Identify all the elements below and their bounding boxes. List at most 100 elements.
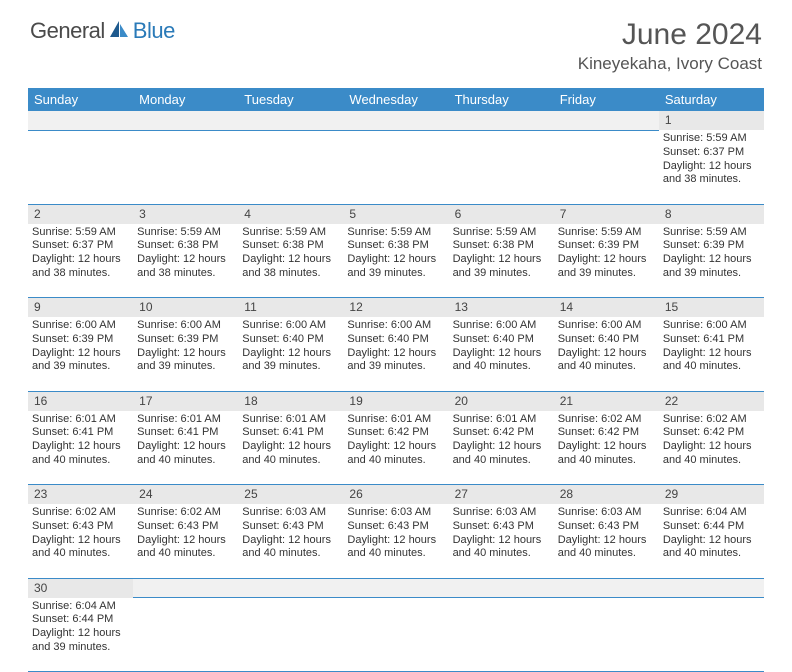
sunset-line: Sunset: 6:37 PM (32, 239, 129, 253)
sunset-line: Sunset: 6:39 PM (137, 333, 234, 347)
daylight-line: Daylight: 12 hours and 38 minutes. (242, 253, 339, 281)
sunset-line: Sunset: 6:40 PM (242, 333, 339, 347)
sunrise-line: Sunrise: 6:01 AM (32, 413, 129, 427)
logo-text-general: General (30, 18, 105, 44)
day-number: 27 (449, 485, 554, 505)
sail-icon (108, 19, 130, 44)
day-cell: Sunrise: 6:02 AMSunset: 6:43 PMDaylight:… (28, 504, 133, 578)
day-cell: Sunrise: 6:02 AMSunset: 6:43 PMDaylight:… (133, 504, 238, 578)
day-number (554, 111, 659, 130)
sunrise-line: Sunrise: 6:02 AM (32, 506, 129, 520)
sunrise-line: Sunrise: 5:59 AM (663, 132, 760, 146)
sunset-line: Sunset: 6:40 PM (347, 333, 444, 347)
day-cell: Sunrise: 6:00 AMSunset: 6:41 PMDaylight:… (659, 317, 764, 391)
weekday-header: Friday (554, 88, 659, 111)
sunrise-line: Sunrise: 6:00 AM (137, 319, 234, 333)
day-cell (554, 130, 659, 204)
day-cell: Sunrise: 5:59 AMSunset: 6:39 PMDaylight:… (554, 224, 659, 298)
sunrise-line: Sunrise: 5:59 AM (242, 226, 339, 240)
day-cell: Sunrise: 6:01 AMSunset: 6:41 PMDaylight:… (133, 411, 238, 485)
day-number-row: 16171819202122 (28, 391, 764, 411)
day-number: 13 (449, 298, 554, 318)
day-cell: Sunrise: 6:00 AMSunset: 6:40 PMDaylight:… (343, 317, 448, 391)
daylight-line: Daylight: 12 hours and 40 minutes. (242, 534, 339, 562)
logo-text-blue: Blue (133, 18, 175, 44)
sunset-line: Sunset: 6:43 PM (347, 520, 444, 534)
daylight-line: Daylight: 12 hours and 40 minutes. (558, 534, 655, 562)
daylight-line: Daylight: 12 hours and 40 minutes. (663, 347, 760, 375)
daylight-line: Daylight: 12 hours and 39 minutes. (32, 347, 129, 375)
sunset-line: Sunset: 6:40 PM (453, 333, 550, 347)
week-row: Sunrise: 6:01 AM Sunset: 6:41 PM Daylight:… (28, 411, 764, 485)
day-number-row: 9101112131415 (28, 298, 764, 318)
day-cell: Sunrise: 5:59 AMSunset: 6:37 PMDaylight:… (28, 224, 133, 298)
calendar-table: Sunday Monday Tuesday Wednesday Thursday… (28, 88, 764, 672)
day-number: 1 (659, 111, 764, 130)
day-number-row: 1 (28, 111, 764, 130)
day-number: 23 (28, 485, 133, 505)
sunset-line: Sunset: 6:38 PM (453, 239, 550, 253)
daylight-line: Daylight: 12 hours and 40 minutes. (558, 347, 655, 375)
daylight-line: Daylight: 12 hours and 40 minutes. (242, 440, 339, 468)
sunrise-line: Sunrise: 5:59 AM (347, 226, 444, 240)
week-row: Sunrise: 6:00 AMSunset: 6:39 PMDaylight:… (28, 317, 764, 391)
day-number: 8 (659, 204, 764, 224)
day-number (238, 111, 343, 130)
weekday-header: Monday (133, 88, 238, 111)
day-number (449, 111, 554, 130)
day-cell: Sunrise: 6:01 AMSunset: 6:42 PMDaylight:… (343, 411, 448, 485)
day-cell: Sunrise: 6:02 AMSunset: 6:42 PMDaylight:… (659, 411, 764, 485)
day-cell (554, 598, 659, 672)
weekday-header: Thursday (449, 88, 554, 111)
day-cell (449, 130, 554, 204)
day-number (343, 111, 448, 130)
day-number: 18 (238, 391, 343, 411)
day-cell: Sunrise: 5:59 AMSunset: 6:38 PMDaylight:… (449, 224, 554, 298)
sunrise-line: Sunrise: 6:00 AM (453, 319, 550, 333)
day-number: 10 (133, 298, 238, 318)
sunset-line: Sunset: 6:41 PM (137, 426, 234, 440)
sunset-line: Sunset: 6:38 PM (347, 239, 444, 253)
day-number: 14 (554, 298, 659, 318)
sunrise-line: Sunrise: 6:01 AM (347, 413, 444, 427)
sunrise-line: Sunrise: 6:01 AM (242, 413, 339, 427)
daylight-line: Daylight: 12 hours and 39 minutes. (453, 253, 550, 281)
sunset-line: Sunset: 6:42 PM (558, 426, 655, 440)
daylight-line: Daylight: 12 hours and 38 minutes. (32, 253, 129, 281)
day-number: 28 (554, 485, 659, 505)
day-cell: Sunrise: 6:01 AMSunset: 6:41 PMDaylight:… (28, 411, 133, 485)
daylight-line: Daylight: 12 hours and 39 minutes. (663, 253, 760, 281)
daylight-line: Daylight: 12 hours and 40 minutes. (453, 534, 550, 562)
day-number: 22 (659, 391, 764, 411)
logo: General Blue (30, 18, 175, 44)
sunset-line: Sunset: 6:43 PM (242, 520, 339, 534)
day-number: 16 (28, 391, 133, 411)
sunset-line: Sunset: 6:42 PM (453, 426, 550, 440)
day-cell: Sunrise: 6:01 AMSunset: 6:41 PMDaylight:… (238, 411, 343, 485)
week-row: Sunrise: 5:59 AMSunset: 6:37 PMDaylight:… (28, 130, 764, 204)
location: Kineyekaha, Ivory Coast (578, 54, 762, 74)
day-number: 2 (28, 204, 133, 224)
daylight-line: Daylight: 12 hours and 40 minutes. (453, 347, 550, 375)
daylight-line: Daylight: 12 hours and 40 minutes. (32, 440, 129, 468)
day-number (659, 578, 764, 598)
day-number: 21 (554, 391, 659, 411)
day-number-row: 30 (28, 578, 764, 598)
day-number: 24 (133, 485, 238, 505)
day-number: 30 (28, 578, 133, 598)
day-cell: Sunrise: 6:04 AMSunset: 6:44 PMDaylight:… (659, 504, 764, 578)
day-cell: Sunrise: 6:00 AMSunset: 6:39 PMDaylight:… (28, 317, 133, 391)
sunset-line: Sunset: 6:43 PM (453, 520, 550, 534)
title-block: June 2024 Kineyekaha, Ivory Coast (578, 18, 762, 74)
day-number: 6 (449, 204, 554, 224)
day-cell (133, 130, 238, 204)
sunrise-line: Sunrise: 5:59 AM (137, 226, 234, 240)
day-number: 17 (133, 391, 238, 411)
sunset-line: Sunset: 6:42 PM (347, 426, 444, 440)
day-number: 7 (554, 204, 659, 224)
daylight-line: Daylight: 12 hours and 39 minutes. (137, 347, 234, 375)
sunset-line: Sunset: 6:38 PM (242, 239, 339, 253)
day-number: 25 (238, 485, 343, 505)
week-row: Sunrise: 5:59 AMSunset: 6:37 PMDaylight:… (28, 224, 764, 298)
day-cell (238, 598, 343, 672)
